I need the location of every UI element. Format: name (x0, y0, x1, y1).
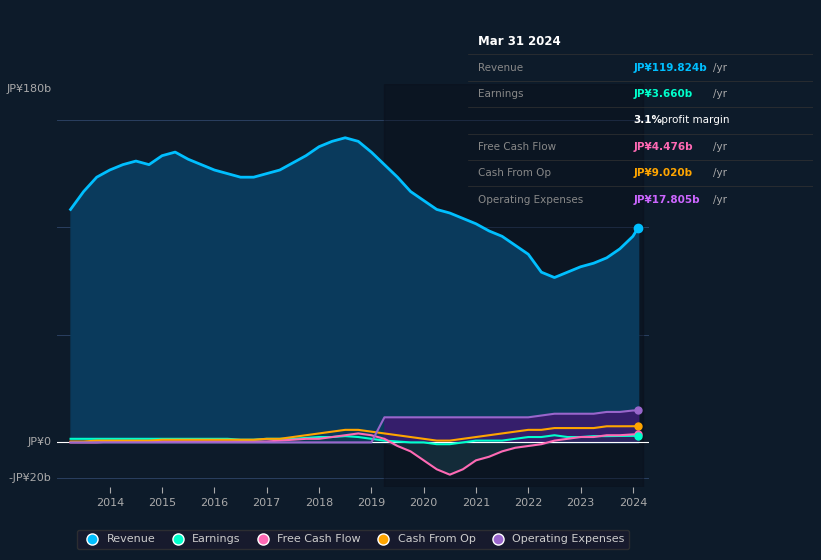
Text: /yr: /yr (713, 168, 727, 178)
Text: /yr: /yr (713, 89, 727, 99)
Text: /yr: /yr (713, 142, 727, 152)
Text: -JP¥20b: -JP¥20b (9, 473, 52, 483)
Text: JP¥0: JP¥0 (28, 437, 52, 447)
Bar (384, 84, 644, 487)
Text: /yr: /yr (713, 63, 727, 73)
Text: JP¥119.824b: JP¥119.824b (634, 63, 707, 73)
Text: JP¥3.660b: JP¥3.660b (634, 89, 693, 99)
Text: Cash From Op: Cash From Op (479, 168, 552, 178)
Text: Earnings: Earnings (479, 89, 524, 99)
Text: Mar 31 2024: Mar 31 2024 (479, 35, 561, 48)
Text: JP¥4.476b: JP¥4.476b (634, 142, 693, 152)
Text: JP¥180b: JP¥180b (7, 84, 52, 94)
Text: Free Cash Flow: Free Cash Flow (479, 142, 557, 152)
Text: JP¥9.020b: JP¥9.020b (634, 168, 693, 178)
Text: 3.1%: 3.1% (634, 115, 663, 125)
Text: Revenue: Revenue (479, 63, 524, 73)
Text: /yr: /yr (713, 195, 727, 204)
Text: Operating Expenses: Operating Expenses (479, 195, 584, 204)
Text: profit margin: profit margin (658, 115, 729, 125)
Legend: Revenue, Earnings, Free Cash Flow, Cash From Op, Operating Expenses: Revenue, Earnings, Free Cash Flow, Cash … (77, 530, 629, 549)
Text: JP¥17.805b: JP¥17.805b (634, 195, 700, 204)
